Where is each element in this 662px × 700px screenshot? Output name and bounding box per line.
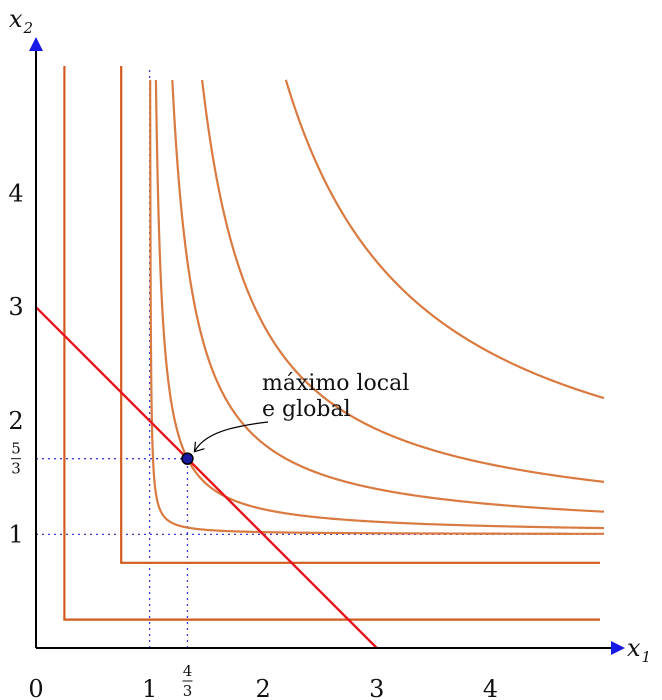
y-frac-tick-num: 5 [11, 440, 21, 458]
level-curve-4 [154, 80, 605, 530]
x-frac-tick-num: 4 [183, 662, 193, 680]
y-tick-2: 2 [8, 407, 23, 435]
annotation-arrowhead [193, 441, 205, 453]
level-curve-7 [284, 79, 605, 400]
x-tick-3: 3 [369, 675, 384, 700]
level-curve-2 [120, 66, 600, 564]
constraint-line-group [35, 306, 378, 649]
level-curve-3 [149, 80, 604, 535]
annotation-line-1: máximo local [262, 371, 409, 396]
x-axis-label: x1 [627, 634, 651, 666]
guide-lines [36, 66, 600, 648]
level-curve-5 [171, 79, 605, 513]
annotation-line-2: e global [262, 397, 351, 422]
tick-labels: 0 1 2 3 4 1 2 3 4 4 3 5 3 [8, 180, 498, 700]
optimum-point-group [181, 452, 194, 465]
level-curve-1 [63, 66, 600, 621]
axes: x1 x2 [9, 5, 651, 666]
level-curve-6 [201, 79, 605, 483]
y-frac-tick-den: 3 [11, 460, 21, 478]
y-axis-label: x2 [9, 5, 33, 37]
y-tick-3: 3 [8, 293, 23, 321]
optimum-point [181, 452, 194, 465]
y-tick-1: 1 [8, 520, 23, 548]
x-tick-1: 1 [142, 675, 157, 700]
x-frac-tick-den: 3 [183, 682, 193, 700]
x-tick-2: 2 [256, 675, 271, 700]
y-tick-4: 4 [8, 180, 23, 208]
x-tick-4: 4 [483, 675, 498, 700]
constraint-line [35, 306, 378, 649]
level-curves [63, 66, 605, 621]
x-tick-0: 0 [28, 675, 43, 700]
annotation-arrow [193, 421, 269, 452]
